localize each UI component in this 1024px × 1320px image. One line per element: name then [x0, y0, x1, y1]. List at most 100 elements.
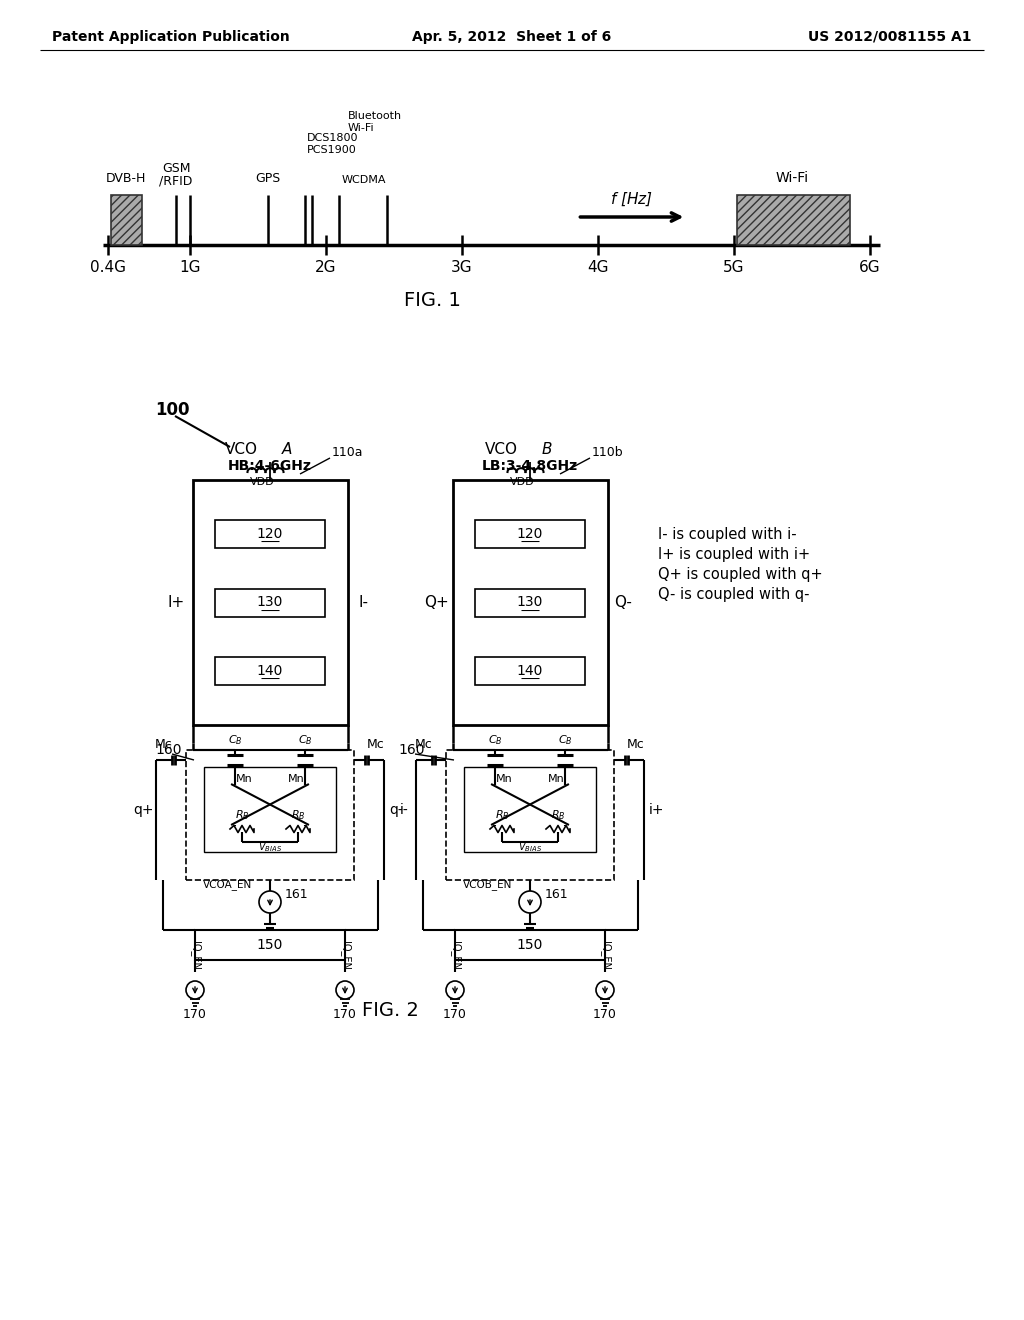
Text: $R_B$: $R_B$	[495, 808, 509, 822]
Text: VCOA_EN: VCOA_EN	[203, 879, 252, 891]
Text: IQ_EN: IQ_EN	[450, 941, 461, 970]
Text: 170: 170	[443, 1007, 467, 1020]
Text: $f$ [Hz]: $f$ [Hz]	[610, 190, 653, 207]
Bar	[195, 931, 345, 960]
Text: 6G: 6G	[859, 260, 881, 275]
Bar	[111, 195, 142, 246]
Text: LB:3-4.8GHz: LB:3-4.8GHz	[482, 459, 579, 473]
Text: VDD: VDD	[510, 477, 535, 487]
Text: Q-: Q-	[614, 595, 633, 610]
Text: 120: 120	[257, 527, 284, 541]
Text: $C_B$: $C_B$	[558, 733, 572, 747]
Text: Mc: Mc	[415, 738, 433, 751]
Text: Q+ is coupled with q+: Q+ is coupled with q+	[658, 568, 822, 582]
Bar	[446, 750, 614, 880]
Text: 160: 160	[398, 743, 425, 756]
Text: Bluetooth: Bluetooth	[348, 111, 402, 121]
Text: i-: i-	[399, 803, 409, 817]
Text: DVB-H: DVB-H	[105, 172, 145, 185]
Circle shape	[336, 981, 354, 999]
Text: i+: i+	[648, 803, 664, 817]
Text: 110b: 110b	[592, 446, 624, 458]
Bar	[475, 589, 585, 616]
Text: Q- is coupled with q-: Q- is coupled with q-	[658, 587, 810, 602]
Text: 5G: 5G	[723, 260, 744, 275]
Bar	[186, 750, 354, 880]
Text: VCOB_EN: VCOB_EN	[463, 879, 512, 891]
Text: $C_B$: $C_B$	[487, 733, 503, 747]
Bar	[453, 480, 607, 725]
Text: 4G: 4G	[587, 260, 608, 275]
Text: Wi-Fi: Wi-Fi	[348, 123, 375, 133]
Text: 100: 100	[155, 401, 189, 418]
Text: $R_B$: $R_B$	[234, 808, 249, 822]
Text: I-: I-	[358, 595, 369, 610]
Bar	[215, 589, 325, 616]
Text: Wi-Fi: Wi-Fi	[776, 172, 809, 185]
Bar	[736, 195, 850, 246]
Text: A: A	[282, 442, 293, 458]
Text: Apr. 5, 2012  Sheet 1 of 6: Apr. 5, 2012 Sheet 1 of 6	[413, 30, 611, 44]
Text: IQ_EN: IQ_EN	[340, 941, 350, 970]
Text: 170: 170	[333, 1007, 357, 1020]
Circle shape	[519, 891, 541, 913]
Circle shape	[186, 981, 204, 999]
Bar	[193, 480, 347, 725]
Circle shape	[446, 981, 464, 999]
Bar	[215, 520, 325, 548]
Bar	[464, 767, 596, 851]
Text: IQ_EN: IQ_EN	[189, 941, 201, 970]
Text: 1G: 1G	[179, 260, 201, 275]
Text: 161: 161	[545, 887, 568, 900]
Text: DCS1800: DCS1800	[307, 133, 358, 143]
Text: 110a: 110a	[332, 446, 364, 458]
Text: 2G: 2G	[315, 260, 337, 275]
Text: I- is coupled with i-: I- is coupled with i-	[658, 528, 797, 543]
Text: 170: 170	[593, 1007, 616, 1020]
Text: q-: q-	[389, 803, 402, 817]
Text: I+: I+	[168, 595, 185, 610]
Circle shape	[596, 981, 614, 999]
Text: $V_{BIAS}$: $V_{BIAS}$	[518, 840, 542, 854]
Text: PCS1900: PCS1900	[307, 145, 357, 154]
Text: Mc: Mc	[368, 738, 385, 751]
Text: 170: 170	[183, 1007, 207, 1020]
Text: Mn: Mn	[496, 774, 512, 784]
Bar	[455, 931, 605, 960]
Text: GPS: GPS	[255, 172, 281, 185]
Text: Patent Application Publication: Patent Application Publication	[52, 30, 290, 44]
Text: 3G: 3G	[451, 260, 473, 275]
Text: I+ is coupled with i+: I+ is coupled with i+	[658, 548, 810, 562]
Text: 161: 161	[285, 887, 308, 900]
Text: Q+: Q+	[424, 595, 449, 610]
Text: $C_B$: $C_B$	[227, 733, 243, 747]
Text: 140: 140	[517, 664, 543, 677]
Text: $V_{BIAS}$: $V_{BIAS}$	[258, 840, 282, 854]
Text: $R_B$: $R_B$	[291, 808, 305, 822]
Text: q+: q+	[134, 803, 155, 817]
Text: FIG. 1: FIG. 1	[403, 290, 461, 309]
Circle shape	[259, 891, 281, 913]
Text: 0.4G: 0.4G	[90, 260, 126, 275]
Text: Mn: Mn	[288, 774, 304, 784]
Text: B: B	[542, 442, 553, 458]
Text: 140: 140	[257, 664, 284, 677]
Text: Mc: Mc	[155, 738, 173, 751]
Text: Mc: Mc	[627, 738, 645, 751]
Text: $R_B$: $R_B$	[551, 808, 565, 822]
Text: VCO: VCO	[225, 442, 258, 458]
Text: 150: 150	[257, 939, 284, 952]
Text: /RFID: /RFID	[160, 174, 193, 187]
Text: 160: 160	[155, 743, 181, 756]
Text: 130: 130	[257, 595, 284, 610]
Text: US 2012/0081155 A1: US 2012/0081155 A1	[809, 30, 972, 44]
Text: 120: 120	[517, 527, 543, 541]
Bar	[475, 657, 585, 685]
Text: 150: 150	[517, 939, 543, 952]
Bar	[204, 767, 336, 851]
Bar	[475, 520, 585, 548]
Text: 130: 130	[517, 595, 543, 610]
Text: FIG. 2: FIG. 2	[361, 1001, 419, 1019]
Text: VCO: VCO	[485, 442, 518, 458]
Text: Mn: Mn	[548, 774, 564, 784]
